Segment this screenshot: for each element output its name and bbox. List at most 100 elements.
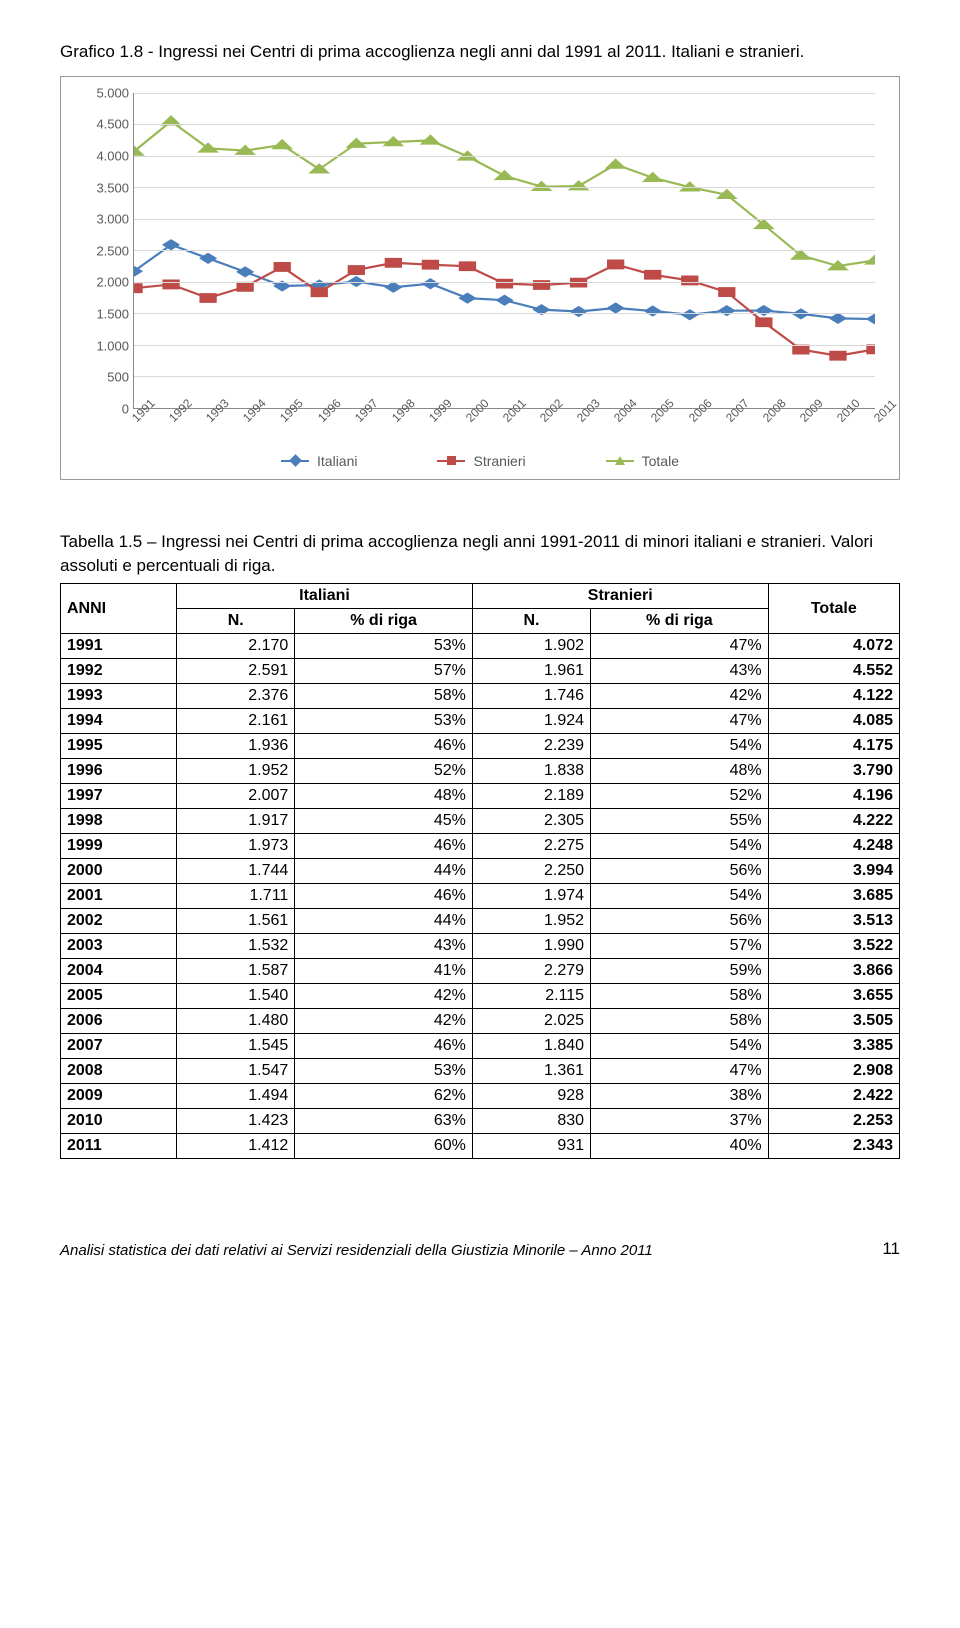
cell-st-n: 2.239 xyxy=(472,734,590,759)
cell-total: 2.343 xyxy=(768,1134,899,1159)
cell-total: 4.248 xyxy=(768,834,899,859)
cell-year: 2006 xyxy=(61,1009,177,1034)
y-tick-label: 3.500 xyxy=(75,180,129,195)
gridline xyxy=(134,187,875,188)
cell-it-n: 1.936 xyxy=(177,734,295,759)
marker xyxy=(756,318,772,327)
marker xyxy=(643,172,662,181)
cell-total: 3.866 xyxy=(768,959,899,984)
marker xyxy=(607,303,623,313)
table-row: 20061.48042%2.02558%3.505 xyxy=(61,1009,900,1034)
gridline xyxy=(134,282,875,283)
cell-total: 3.655 xyxy=(768,984,899,1009)
cell-it-n: 1.744 xyxy=(177,859,295,884)
marker xyxy=(274,262,290,271)
table-row: 20021.56144%1.95256%3.513 xyxy=(61,909,900,934)
y-tick-label: 4.500 xyxy=(75,117,129,132)
cell-year: 2008 xyxy=(61,1059,177,1084)
cell-it-n: 2.376 xyxy=(177,684,295,709)
cell-year: 1993 xyxy=(61,684,177,709)
table-row: 19972.00748%2.18952%4.196 xyxy=(61,784,900,809)
cell-it-pct: 43% xyxy=(295,934,473,959)
cell-it-n: 1.494 xyxy=(177,1084,295,1109)
cell-year: 1999 xyxy=(61,834,177,859)
legend-marker-icon xyxy=(615,456,625,465)
cell-st-n: 1.924 xyxy=(472,709,590,734)
gridline xyxy=(134,219,875,220)
header-totale: Totale xyxy=(768,584,899,634)
cell-it-n: 1.480 xyxy=(177,1009,295,1034)
cell-it-pct: 53% xyxy=(295,634,473,659)
gridline xyxy=(134,345,875,346)
marker xyxy=(237,282,253,291)
cell-st-pct: 47% xyxy=(591,634,769,659)
cell-st-pct: 54% xyxy=(591,834,769,859)
cell-it-n: 1.423 xyxy=(177,1109,295,1134)
cell-total: 3.505 xyxy=(768,1009,899,1034)
cell-st-n: 1.746 xyxy=(472,684,590,709)
cell-it-n: 2.591 xyxy=(177,659,295,684)
cell-it-n: 1.532 xyxy=(177,934,295,959)
chart-legend: Italiani Stranieri Totale xyxy=(75,453,885,469)
cell-st-pct: 54% xyxy=(591,1034,769,1059)
cell-it-pct: 46% xyxy=(295,834,473,859)
marker xyxy=(830,351,846,360)
cell-total: 2.253 xyxy=(768,1109,899,1134)
cell-st-n: 928 xyxy=(472,1084,590,1109)
cell-st-pct: 38% xyxy=(591,1084,769,1109)
legend-item-italiani: Italiani xyxy=(281,453,357,469)
legend-label: Totale xyxy=(642,453,679,469)
cell-year: 1994 xyxy=(61,709,177,734)
legend-marker-icon xyxy=(447,456,456,465)
table-caption: Tabella 1.5 – Ingressi nei Centri di pri… xyxy=(60,530,900,578)
marker xyxy=(200,253,216,263)
cell-year: 2011 xyxy=(61,1134,177,1159)
legend-item-stranieri: Stranieri xyxy=(437,453,525,469)
y-tick-label: 2.500 xyxy=(75,243,129,258)
cell-it-n: 2.007 xyxy=(177,784,295,809)
cell-it-pct: 44% xyxy=(295,859,473,884)
cell-st-pct: 48% xyxy=(591,759,769,784)
cell-total: 4.072 xyxy=(768,634,899,659)
cell-st-pct: 47% xyxy=(591,1059,769,1084)
cell-it-pct: 48% xyxy=(295,784,473,809)
cell-it-n: 1.917 xyxy=(177,809,295,834)
cell-st-n: 830 xyxy=(472,1109,590,1134)
cell-it-pct: 42% xyxy=(295,984,473,1009)
cell-it-pct: 44% xyxy=(295,909,473,934)
header-anni: ANNI xyxy=(61,584,177,634)
cell-total: 4.222 xyxy=(768,809,899,834)
data-table: ANNI Italiani Stranieri Totale N. % di r… xyxy=(60,583,900,1159)
table-row: 20081.54753%1.36147%2.908 xyxy=(61,1059,900,1084)
cell-st-n: 2.025 xyxy=(472,1009,590,1034)
table-row: 20031.53243%1.99057%3.522 xyxy=(61,934,900,959)
cell-it-pct: 60% xyxy=(295,1134,473,1159)
cell-st-pct: 57% xyxy=(591,934,769,959)
table-body: 19912.17053%1.90247%4.07219922.59157%1.9… xyxy=(61,634,900,1159)
cell-st-pct: 43% xyxy=(591,659,769,684)
y-tick-label: 1.000 xyxy=(75,338,129,353)
cell-st-pct: 52% xyxy=(591,784,769,809)
table-row: 19912.17053%1.90247%4.072 xyxy=(61,634,900,659)
cell-st-n: 2.115 xyxy=(472,984,590,1009)
cell-total: 2.908 xyxy=(768,1059,899,1084)
y-tick-label: 3.000 xyxy=(75,212,129,227)
cell-st-n: 2.189 xyxy=(472,784,590,809)
marker xyxy=(793,345,809,354)
marker xyxy=(719,287,735,296)
table-row: 19991.97346%2.27554%4.248 xyxy=(61,834,900,859)
cell-year: 1996 xyxy=(61,759,177,784)
marker xyxy=(570,306,586,316)
table-row: 20051.54042%2.11558%3.655 xyxy=(61,984,900,1009)
table-row: 20091.49462%92838%2.422 xyxy=(61,1084,900,1109)
cell-it-n: 2.170 xyxy=(177,634,295,659)
legend-swatch xyxy=(437,460,465,463)
cell-it-pct: 45% xyxy=(295,809,473,834)
cell-st-n: 1.361 xyxy=(472,1059,590,1084)
marker xyxy=(273,139,292,148)
y-tick-label: 5.000 xyxy=(75,85,129,100)
table-row: 19922.59157%1.96143%4.552 xyxy=(61,659,900,684)
cell-st-pct: 40% xyxy=(591,1134,769,1159)
cell-it-n: 1.952 xyxy=(177,759,295,784)
cell-it-n: 1.412 xyxy=(177,1134,295,1159)
